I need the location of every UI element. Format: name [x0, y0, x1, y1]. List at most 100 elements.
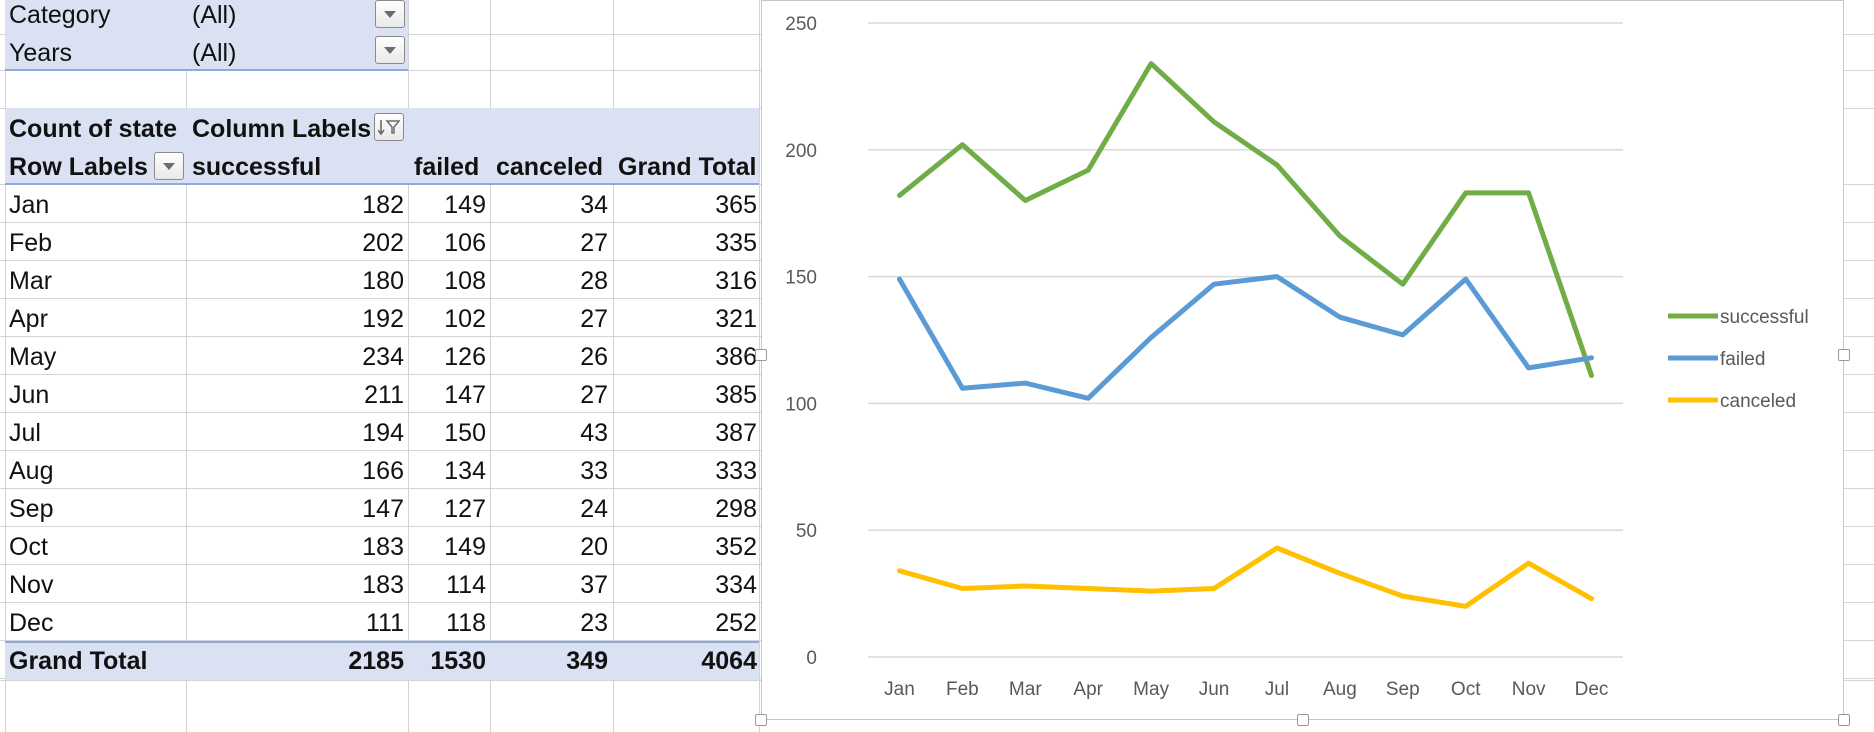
x-tick-label: Jun [1199, 679, 1230, 700]
filter-label-years: Years [9, 39, 73, 67]
pivot-header-underline [5, 183, 759, 185]
cell-canceled: 27 [580, 305, 608, 333]
cell-successful: 183 [362, 571, 404, 599]
row-label: Dec [9, 609, 54, 637]
row-label: Jul [9, 419, 41, 447]
column-gridline [759, 0, 760, 732]
cell-successful: 211 [364, 381, 404, 409]
cell-successful: 180 [362, 267, 404, 295]
cell-failed: 126 [444, 343, 486, 371]
row-label: Oct [9, 533, 48, 561]
grand-total-canceled: 349 [566, 647, 608, 675]
cell-grand-total: 335 [715, 229, 757, 257]
cell-failed: 108 [444, 267, 486, 295]
cell-grand-total: 321 [715, 305, 757, 333]
column-header-successful: successful [192, 153, 322, 181]
grand-total-band [5, 642, 759, 680]
cell-failed: 102 [444, 305, 486, 333]
row-label: Mar [9, 267, 53, 295]
filter-label-category: Category [9, 1, 111, 29]
pivot-column-labels: Column Labels [192, 115, 372, 143]
dropdown-arrow-icon [384, 46, 396, 54]
y-tick-label: 50 [796, 521, 817, 542]
pivot-row-labels: Row Labels [9, 153, 148, 181]
filter-sort-icon [378, 120, 400, 136]
cell-failed: 149 [444, 533, 486, 561]
cell-successful: 194 [362, 419, 404, 447]
column-header-failed: failed [414, 153, 480, 181]
cell-successful: 182 [362, 191, 404, 219]
y-tick-label: 200 [785, 141, 817, 162]
grand-total-label: Grand Total [9, 647, 148, 675]
filter-area [5, 0, 408, 70]
y-tick-label: 250 [785, 14, 817, 35]
x-axis-ticks: Jan Feb Mar Apr May Jun Jul Aug Sep Oct Nov Dec [884, 679, 1608, 700]
filter-underline [5, 69, 408, 71]
cell-grand-total: 387 [715, 419, 757, 447]
row-label: May [9, 343, 57, 371]
row-label: Feb [9, 229, 53, 257]
resize-handle-bottom-right[interactable] [1838, 714, 1850, 726]
cell-grand-total: 365 [715, 191, 757, 219]
cell-canceled: 20 [580, 533, 608, 561]
legend-label-successful[interactable]: successful [1720, 307, 1809, 328]
cell-canceled: 37 [580, 571, 608, 599]
x-tick-label: Sep [1386, 679, 1420, 700]
cell-grand-total: 334 [715, 571, 757, 599]
category-filter-dropdown[interactable] [375, 0, 405, 28]
cell-grand-total: 385 [715, 381, 757, 409]
column-header-canceled: canceled [496, 153, 604, 181]
cell-grand-total: 252 [715, 609, 757, 637]
cell-canceled: 23 [580, 609, 608, 637]
column-gridline [5, 0, 6, 732]
cell-canceled: 33 [580, 457, 608, 485]
x-tick-label: Jul [1265, 679, 1289, 700]
cell-successful: 192 [362, 305, 404, 333]
column-labels-filter-button[interactable] [374, 113, 404, 141]
chart-legend[interactable]: successful failed canceled [1668, 307, 1809, 412]
series-line-successful [897, 61, 1594, 378]
column-gridline [613, 0, 614, 732]
dropdown-arrow-icon [384, 10, 396, 18]
cell-failed: 118 [446, 609, 486, 637]
legend-label-failed[interactable]: failed [1720, 349, 1765, 370]
chart-series [897, 61, 1594, 609]
cell-canceled: 27 [580, 229, 608, 257]
cell-successful: 111 [365, 609, 404, 637]
resize-handle-bottom-left[interactable] [755, 714, 767, 726]
years-filter-dropdown[interactable] [375, 36, 405, 64]
cell-failed: 150 [444, 419, 486, 447]
cell-canceled: 34 [580, 191, 608, 219]
cell-failed: 149 [444, 191, 486, 219]
filter-value-category: (All) [192, 1, 237, 29]
resize-handle-left[interactable] [755, 349, 767, 361]
cell-failed: 127 [444, 495, 486, 523]
column-gridline [490, 0, 491, 732]
row-label: Jun [9, 381, 50, 409]
legend-label-canceled[interactable]: canceled [1720, 391, 1796, 412]
cell-grand-total: 333 [715, 457, 757, 485]
x-tick-label: May [1133, 679, 1169, 700]
resize-handle-bottom[interactable] [1297, 714, 1309, 726]
row-labels-filter-button[interactable] [154, 152, 184, 180]
cell-canceled: 26 [580, 343, 608, 371]
cell-successful: 166 [362, 457, 404, 485]
x-tick-label: Mar [1009, 679, 1042, 700]
column-gridline [408, 0, 409, 732]
cell-canceled: 28 [580, 267, 608, 295]
resize-handle-right[interactable] [1838, 349, 1850, 361]
cell-canceled: 24 [580, 495, 608, 523]
x-tick-label: Oct [1451, 679, 1481, 700]
y-axis-ticks: 0 50 100 150 200 250 [785, 14, 817, 669]
cell-canceled: 27 [580, 381, 608, 409]
cell-failed: 114 [446, 571, 486, 599]
grand-total-successful: 2185 [348, 647, 404, 675]
column-header-grand-total: Grand Total [618, 153, 757, 181]
pivot-value-field: Count of state [9, 115, 178, 143]
line-chart[interactable]: 0 50 100 150 200 250 Jan Feb Mar Apr May Jun Jul Aug… [755, 0, 1850, 726]
cell-successful: 147 [362, 495, 404, 523]
cell-failed: 134 [444, 457, 486, 485]
cell-grand-total: 316 [715, 267, 757, 295]
grand-total-failed: 1530 [430, 647, 486, 675]
cell-successful: 183 [362, 533, 404, 561]
